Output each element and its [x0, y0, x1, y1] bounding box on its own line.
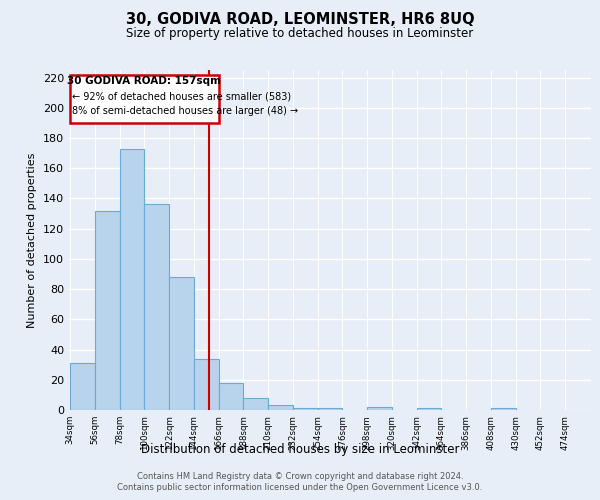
Text: 30 GODIVA ROAD: 157sqm: 30 GODIVA ROAD: 157sqm — [67, 76, 221, 86]
FancyBboxPatch shape — [70, 74, 218, 123]
Bar — [293, 408, 317, 410]
Text: Contains public sector information licensed under the Open Government Licence v3: Contains public sector information licen… — [118, 484, 482, 492]
Text: Distribution of detached houses by size in Leominster: Distribution of detached houses by size … — [141, 442, 459, 456]
Bar — [70, 363, 95, 410]
Bar — [119, 148, 145, 410]
Text: 8% of semi-detached houses are larger (48) →: 8% of semi-detached houses are larger (4… — [72, 106, 298, 117]
Y-axis label: Number of detached properties: Number of detached properties — [28, 152, 37, 328]
Bar — [367, 407, 392, 410]
Bar — [317, 408, 343, 410]
Text: Contains HM Land Registry data © Crown copyright and database right 2024.: Contains HM Land Registry data © Crown c… — [137, 472, 463, 481]
Bar — [169, 277, 194, 410]
Bar — [244, 398, 268, 410]
Text: ← 92% of detached houses are smaller (583): ← 92% of detached houses are smaller (58… — [72, 91, 291, 101]
Bar — [491, 408, 515, 410]
Bar — [416, 408, 442, 410]
Bar — [95, 210, 119, 410]
Bar — [218, 383, 244, 410]
Text: 30, GODIVA ROAD, LEOMINSTER, HR6 8UQ: 30, GODIVA ROAD, LEOMINSTER, HR6 8UQ — [125, 12, 475, 28]
Text: Size of property relative to detached houses in Leominster: Size of property relative to detached ho… — [127, 28, 473, 40]
Bar — [145, 204, 169, 410]
Bar — [194, 358, 218, 410]
Bar — [268, 406, 293, 410]
